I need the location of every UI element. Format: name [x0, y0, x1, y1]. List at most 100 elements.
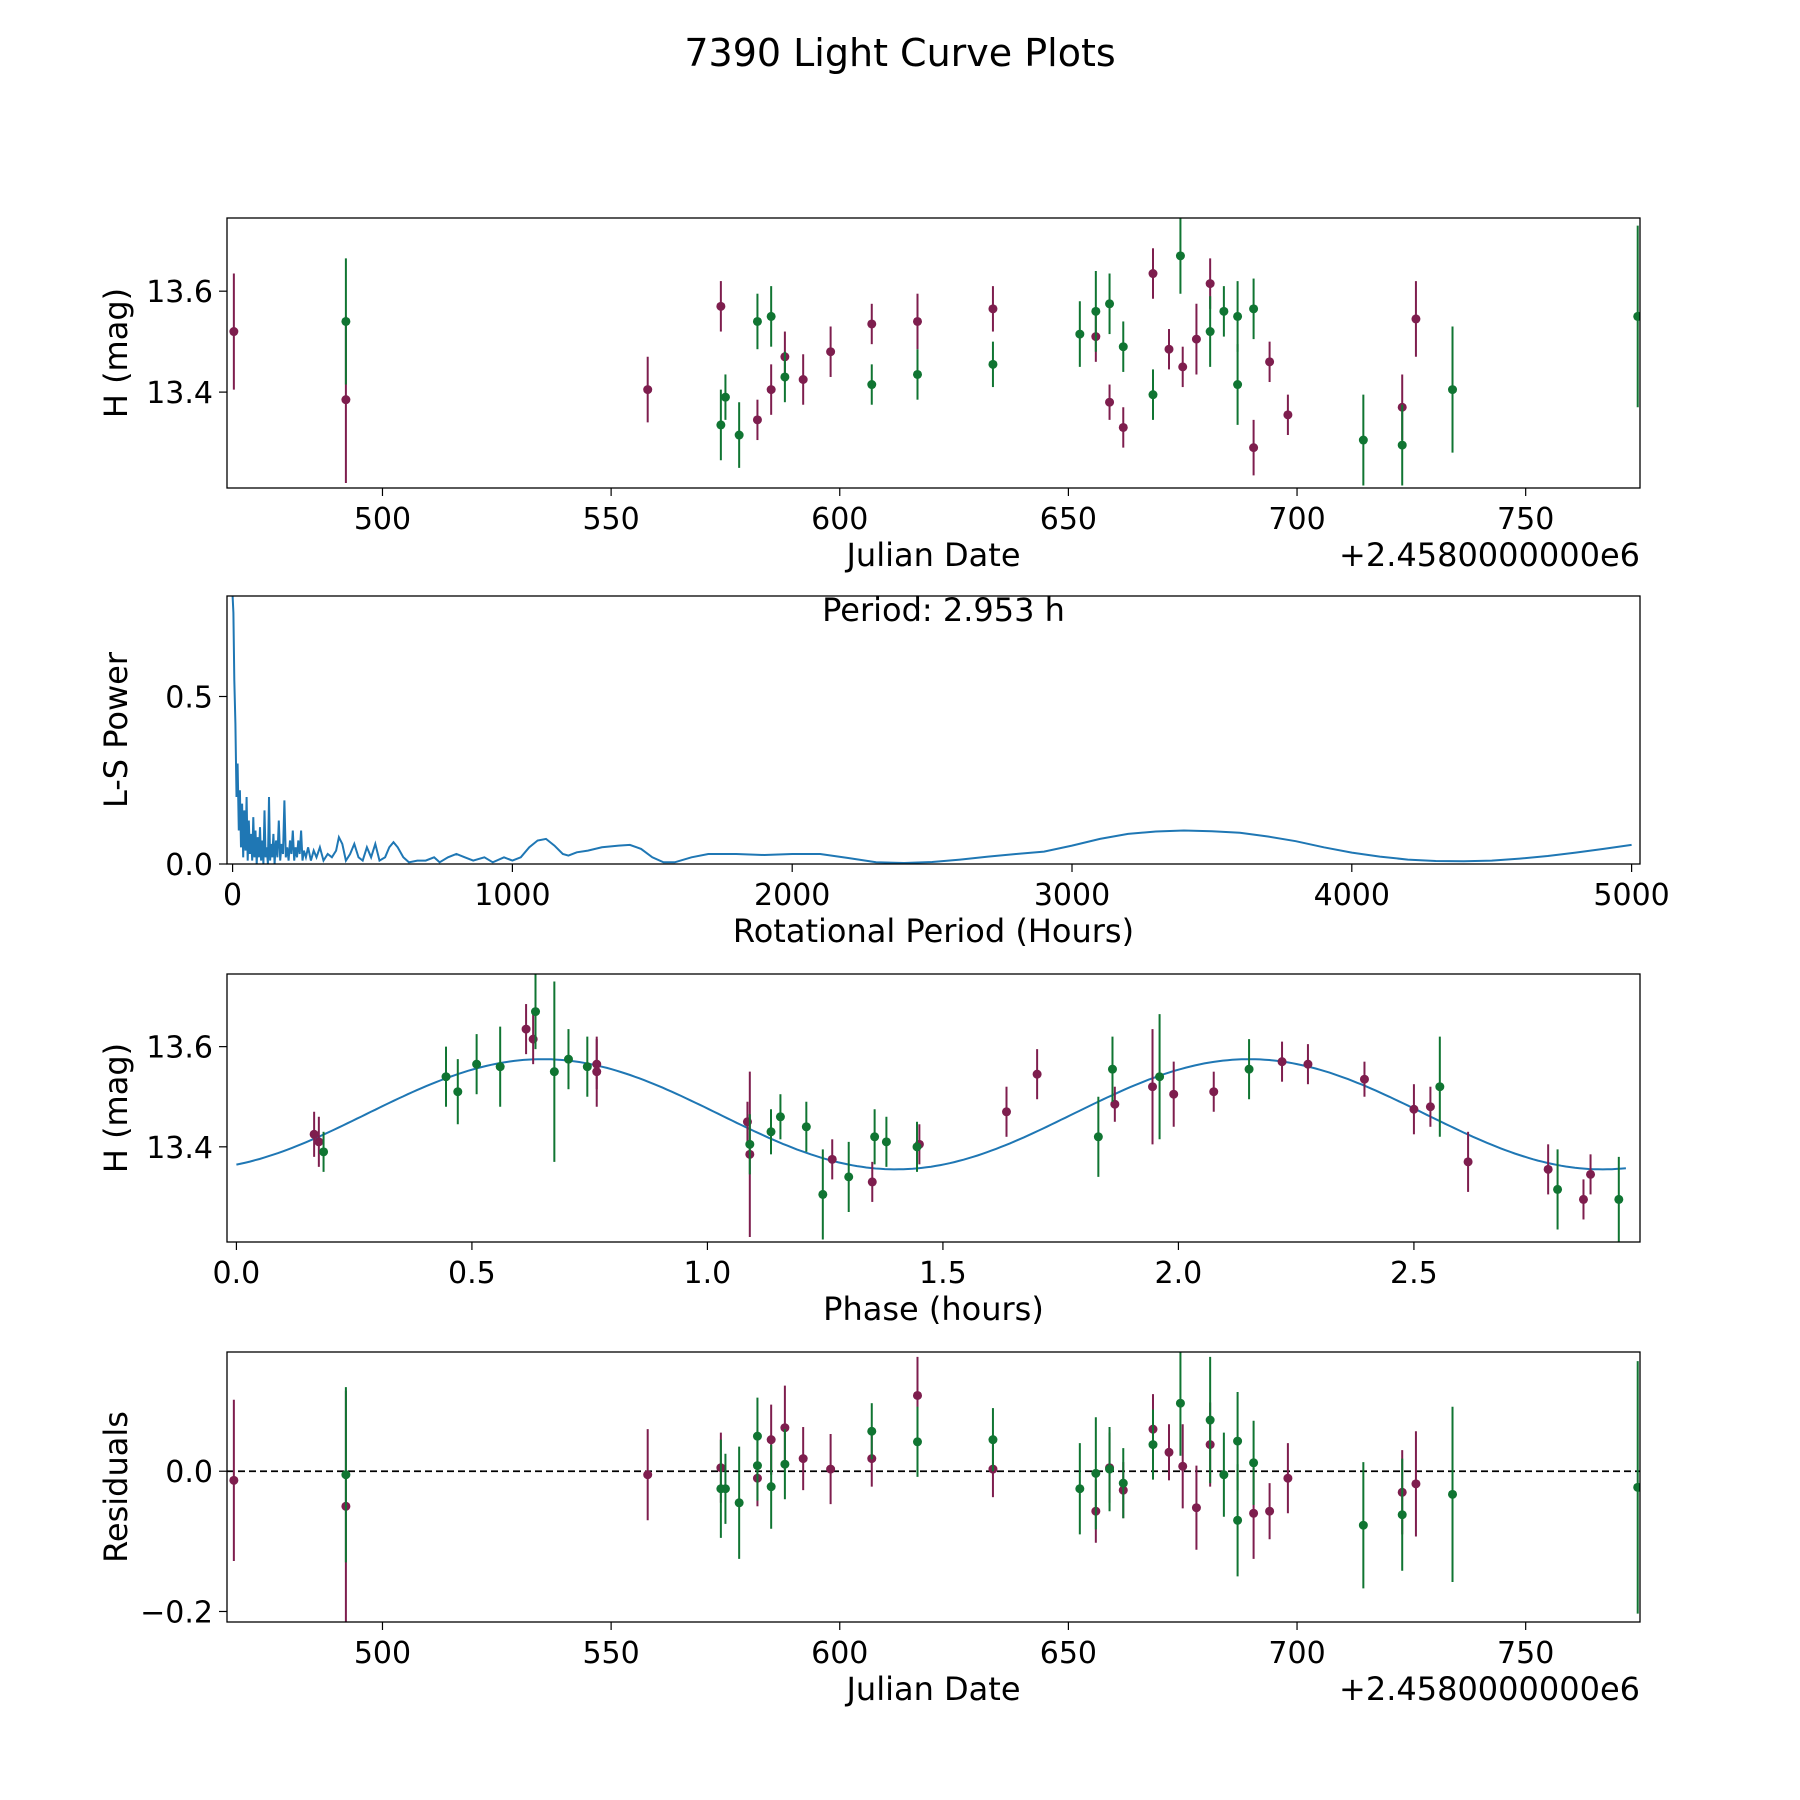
x-tick-label: 500	[354, 1636, 411, 1671]
series-green	[341, 1352, 1640, 1614]
data-point	[1164, 1447, 1174, 1457]
data-point	[1233, 1436, 1243, 1446]
y-axis-label: L-S Power	[97, 651, 135, 808]
data-point	[1110, 1099, 1120, 1109]
data-point	[720, 392, 730, 402]
data-point	[844, 1172, 854, 1182]
data-point	[1283, 410, 1293, 420]
data-point	[1265, 1506, 1275, 1516]
data-point	[1249, 443, 1259, 453]
x-tick-label: 750	[1497, 1636, 1554, 1671]
data-point	[592, 1059, 602, 1069]
series-green	[319, 974, 1624, 1242]
data-point	[1633, 311, 1640, 321]
series-magenta	[309, 1004, 1596, 1237]
data-point	[912, 1390, 922, 1400]
x-tick-label: 650	[1040, 1636, 1097, 1671]
x-offset-label: +2.4580000000e6	[1339, 536, 1640, 574]
x-tick-label: 550	[582, 502, 639, 537]
y-tick-label: 13.6	[146, 275, 213, 310]
data-point	[341, 395, 351, 405]
data-point	[1178, 1461, 1188, 1471]
data-point	[1397, 440, 1407, 450]
data-point	[1219, 306, 1229, 316]
series-magenta	[229, 248, 1421, 483]
x-tick-label: 0.0	[213, 1256, 261, 1291]
data-point	[1233, 380, 1243, 390]
light-curve-data	[229, 218, 1640, 486]
data-point	[752, 316, 762, 326]
data-point	[1633, 1482, 1640, 1492]
x-tick-label: 650	[1040, 502, 1097, 537]
data-point	[801, 1122, 811, 1132]
data-point	[988, 1435, 998, 1445]
data-point	[912, 1437, 922, 1447]
model-fit-line	[236, 1058, 1626, 1171]
data-point	[582, 1062, 592, 1072]
data-point	[1233, 1515, 1243, 1525]
data-point	[745, 1139, 755, 1149]
data-point	[1091, 1468, 1101, 1478]
data-point	[775, 1112, 785, 1122]
data-point	[1093, 1132, 1103, 1142]
data-point	[1463, 1157, 1473, 1167]
x-tick-label: 600	[811, 1636, 868, 1671]
data-point	[314, 1137, 324, 1147]
data-point	[720, 1484, 730, 1494]
x-axis-label: Julian Date	[844, 536, 1020, 574]
x-tick-label: 2.5	[1390, 1256, 1438, 1291]
data-point	[453, 1087, 463, 1097]
data-point	[1265, 357, 1275, 367]
series-green	[341, 218, 1640, 486]
data-point	[1191, 1503, 1201, 1513]
y-tick-label: 0.0	[165, 1455, 213, 1490]
x-tick-label: 2.0	[1155, 1256, 1203, 1291]
data-point	[734, 1498, 744, 1508]
y-axis-label: H (mag)	[97, 1043, 135, 1173]
x-tick-label: 500	[354, 502, 411, 537]
series-magenta	[229, 1356, 1421, 1622]
axes-frame	[226, 973, 1641, 1243]
data-point	[1448, 385, 1458, 395]
data-point	[1358, 435, 1368, 445]
data-point	[319, 1147, 329, 1157]
data-point	[1411, 1479, 1421, 1489]
data-point	[988, 359, 998, 369]
data-point	[1148, 1440, 1158, 1450]
data-point	[734, 430, 744, 440]
data-point	[1191, 334, 1201, 344]
x-tick-label: 2000	[754, 878, 830, 913]
data-point	[1586, 1169, 1596, 1179]
data-point	[341, 1470, 351, 1480]
data-point	[826, 1464, 836, 1474]
data-point	[1091, 306, 1101, 316]
data-point	[1219, 1470, 1229, 1480]
data-point	[766, 1482, 776, 1492]
y-tick-label: 13.4	[146, 1131, 213, 1166]
data-point	[766, 311, 776, 321]
data-point	[780, 1459, 790, 1469]
data-point	[818, 1189, 828, 1199]
data-point	[752, 1461, 762, 1471]
data-point	[1178, 362, 1188, 372]
y-tick-label: 13.6	[146, 1031, 213, 1066]
x-tick-label: 4000	[1314, 878, 1390, 913]
data-point	[988, 304, 998, 314]
x-tick-label: 600	[811, 502, 868, 537]
x-axis-label: Rotational Period (Hours)	[733, 912, 1134, 950]
data-point	[1118, 422, 1128, 432]
data-point	[1578, 1194, 1588, 1204]
data-point	[563, 1054, 573, 1064]
data-point	[1169, 1089, 1179, 1099]
residuals-panel: 500 550 600 650 700 750 −0.2 0.0 Julian Date Resi…	[97, 1351, 1641, 1708]
data-point	[1164, 344, 1174, 354]
data-point	[780, 1423, 790, 1433]
y-axis-label: Residuals	[97, 1411, 135, 1563]
data-point	[752, 415, 762, 425]
axes-frame	[226, 217, 1641, 489]
x-tick-label: 0	[223, 878, 242, 913]
data-point	[912, 1142, 922, 1152]
period-annotation: Period: 2.953 h	[822, 591, 1065, 629]
data-point	[826, 347, 836, 357]
phase-folded-panel: 0.0 0.5 1.0 1.5 2.0 2.5 13.4 13.6 Phase (hours) H…	[97, 973, 1641, 1328]
